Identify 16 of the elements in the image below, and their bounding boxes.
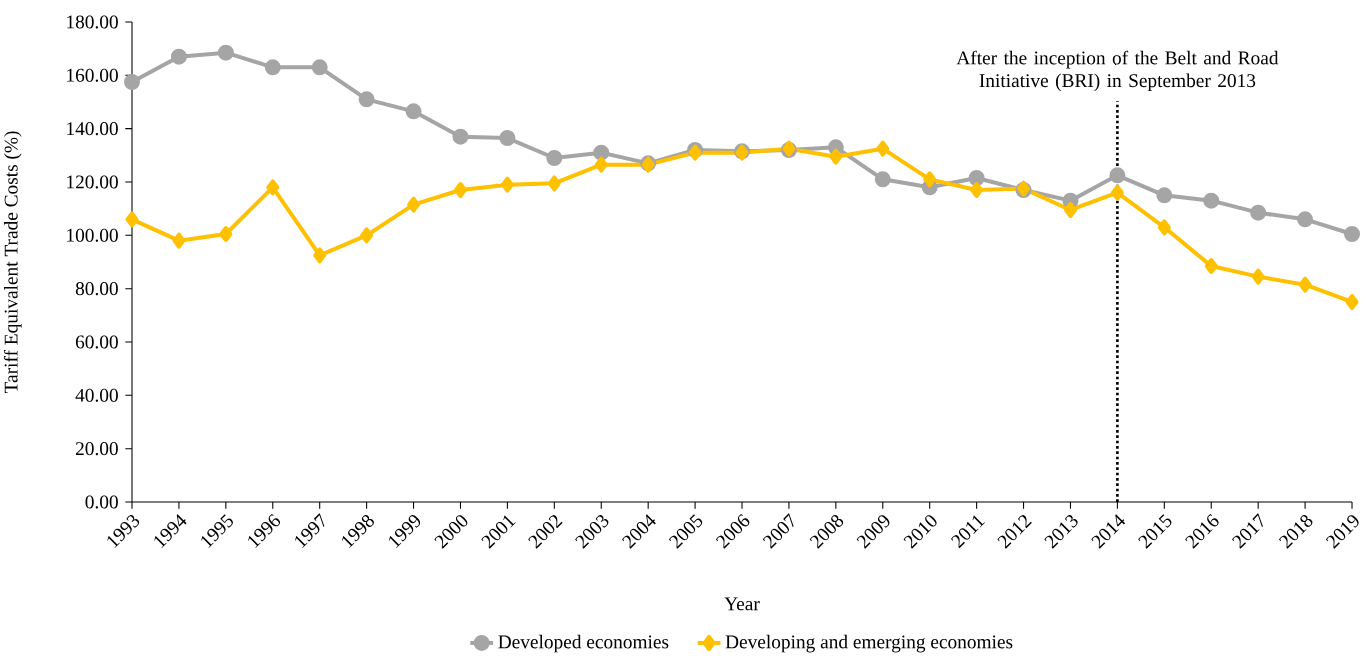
y-tick-label: 120.00 — [67, 175, 118, 189]
y-tick-label: 100.00 — [67, 228, 118, 242]
y-tick-label: 160.00 — [67, 68, 118, 82]
y-tick-label: 20.00 — [75, 442, 118, 456]
y-tick-label: 180.00 — [67, 15, 118, 29]
y-axis-title: Tariff Equivalent Trade Costs (%) — [3, 131, 22, 394]
y-tick-label: 80.00 — [75, 282, 118, 296]
x-axis-title: Year — [724, 597, 760, 611]
y-tick-label: 60.00 — [75, 335, 118, 349]
y-tick-label: 40.00 — [75, 388, 118, 402]
y-tick-label: 0.00 — [85, 495, 118, 509]
legend-label: Developing and emerging economies — [725, 634, 1013, 653]
legend-label: Developed economies — [498, 634, 669, 653]
y-tick-label: 140.00 — [67, 122, 118, 136]
ref-line-label: After the inception of the Belt and Road Initiative (BRI) in September 2013 — [956, 50, 1279, 92]
x-tick-label: 2011 — [951, 515, 985, 549]
